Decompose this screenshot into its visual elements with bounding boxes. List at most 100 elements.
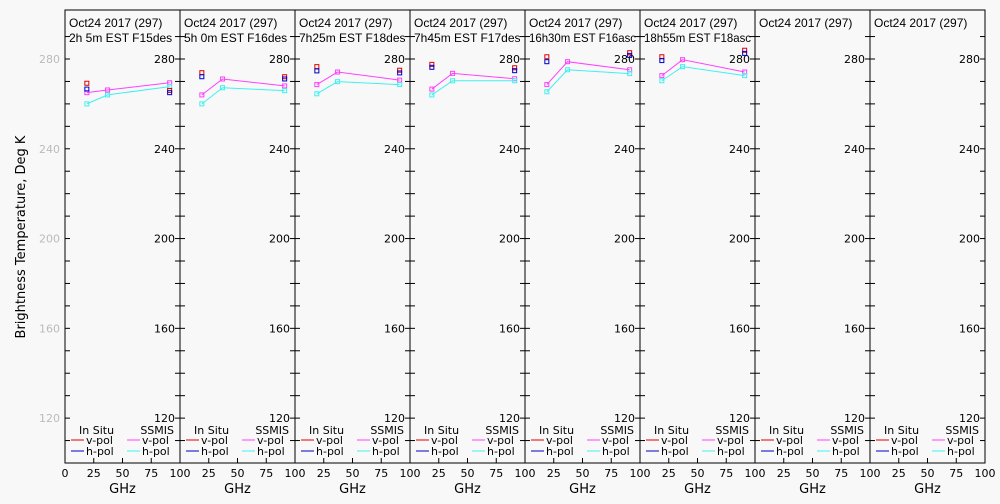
legend-label: v-pol <box>316 434 343 447</box>
ssmis-v-point <box>680 57 686 63</box>
legend-label: v-pol <box>602 434 629 447</box>
y-tick-label: 240 <box>269 143 290 156</box>
insitu-h-point <box>659 58 665 64</box>
ssmis-h-line <box>201 87 285 105</box>
ssmis-v-point <box>220 76 226 82</box>
x-tick-label: 100 <box>745 467 766 480</box>
y-tick-label: 120 <box>959 412 980 425</box>
legend-label: v-pol <box>717 434 744 447</box>
panel-8: 120 160 200 240 280 25 50 75 100 GHz Oct24 2017 (2… <box>869 9 996 497</box>
x-tick-label: 50 <box>346 467 360 480</box>
ssmis-v-line <box>201 78 285 96</box>
legend-label: v-pol <box>947 434 974 447</box>
y-tick-label-left: 160 <box>39 322 60 335</box>
y-tick-label: 200 <box>844 233 865 246</box>
y-tick-label: 160 <box>959 322 980 335</box>
insitu-h-point <box>512 68 518 74</box>
y-tick-label: 120 <box>269 412 290 425</box>
y-tick-label: 240 <box>729 143 750 156</box>
x-tick-label: 50 <box>231 467 245 480</box>
ssmis-v-line <box>661 59 745 77</box>
x-tick-label: 25 <box>547 467 561 480</box>
y-tick-label: 280 <box>614 53 635 66</box>
y-tick-label: 160 <box>729 322 750 335</box>
insitu-h-point <box>314 68 320 74</box>
legend-label: v-pol <box>891 434 918 447</box>
legend-label: h-pol <box>487 445 515 458</box>
y-tick-label-left: 240 <box>39 143 60 156</box>
ssmis-h-point <box>742 73 748 79</box>
insitu-v-point <box>397 67 403 73</box>
x-axis-label: GHz <box>914 482 941 497</box>
x-axis-label: GHz <box>684 482 711 497</box>
y-tick-label: 280 <box>384 53 405 66</box>
x-tick-label: 25 <box>892 467 906 480</box>
insitu-v-point <box>742 47 748 53</box>
legend-label: v-pol <box>832 434 859 447</box>
insitu-h-point <box>167 90 173 96</box>
legend-label: h-pol <box>201 445 229 458</box>
panel-5: 120 160 200 240 280 25 50 75 100 GHz Oct24 2017 (2… <box>524 9 651 497</box>
legend-in-situ-title: In Situ <box>769 424 804 437</box>
x-tick-label: 75 <box>604 467 618 480</box>
legend-ssmis-title: SSMIS <box>830 424 864 437</box>
legend-ssmis-title: SSMIS <box>715 424 749 437</box>
x-tick-label: 25 <box>317 467 331 480</box>
y-tick-label: 280 <box>499 53 520 66</box>
panel-title-date: Oct24 2017 (297) <box>529 16 622 30</box>
ssmis-v-point <box>659 73 665 79</box>
legend-in-situ-title: In Situ <box>884 424 919 437</box>
ssmis-h-point <box>544 89 550 95</box>
x-tick-label: 100 <box>400 467 421 480</box>
x-tick-label: 100 <box>975 467 996 480</box>
legend-label: v-pol <box>546 434 573 447</box>
ssmis-h-line <box>86 86 170 105</box>
insitu-h-point <box>199 74 205 80</box>
panel-title-date: Oct24 2017 (297) <box>644 16 737 30</box>
legend-label: v-pol <box>201 434 228 447</box>
ssmis-v-line <box>86 82 170 94</box>
ssmis-h-line <box>546 69 630 93</box>
x-tick-label: 25 <box>202 467 216 480</box>
y-tick-label: 160 <box>499 322 520 335</box>
x-tick-label: 0 <box>62 467 69 480</box>
panel-title-time: 7h45m EST F17des <box>414 31 521 45</box>
x-tick-label: 50 <box>116 467 130 480</box>
legend-ssmis-title: SSMIS <box>945 424 979 437</box>
x-tick-label: 100 <box>860 467 881 480</box>
panel-title-date: Oct24 2017 (297) <box>759 16 852 30</box>
legend-ssmis-title: SSMIS <box>600 424 634 437</box>
y-tick-label: 200 <box>614 233 635 246</box>
y-tick-label: 240 <box>614 143 635 156</box>
ssmis-v-point <box>544 82 550 88</box>
ssmis-h-point <box>84 101 90 107</box>
legend-label: h-pol <box>431 445 459 458</box>
y-tick-label: 240 <box>844 143 865 156</box>
x-axis-label: GHz <box>454 482 481 497</box>
y-tick-label: 120 <box>384 412 405 425</box>
insitu-v-point <box>429 61 435 67</box>
panel-4: 120 160 200 240 280 25 50 75 100 GHz Oct24 2017 (2… <box>409 9 536 497</box>
legend-in-situ-title: In Situ <box>194 424 229 437</box>
ssmis-v-point <box>565 59 571 65</box>
panel-title-date: Oct24 2017 (297) <box>874 16 967 30</box>
ssmis-h-point <box>627 71 633 77</box>
ssmis-v-line <box>316 71 400 86</box>
insitu-h-point <box>544 59 550 65</box>
x-axis-label: GHz <box>569 482 596 497</box>
panels: 120 120 160 160 200 200 240 240 280 280 0 25 50 75 100… <box>39 9 996 497</box>
ssmis-h-point <box>397 82 403 88</box>
ssmis-h-point <box>565 67 571 73</box>
y-tick-label: 240 <box>154 143 175 156</box>
x-tick-label: 50 <box>921 467 935 480</box>
y-tick-label: 240 <box>384 143 405 156</box>
x-tick-label: 50 <box>576 467 590 480</box>
legend-ssmis-title: SSMIS <box>370 424 404 437</box>
y-tick-label: 120 <box>154 412 175 425</box>
x-tick-label: 75 <box>489 467 503 480</box>
panel-title-date: Oct24 2017 (297) <box>299 16 392 30</box>
y-tick-label-left: 200 <box>39 233 60 246</box>
y-tick-label: 200 <box>384 233 405 246</box>
y-tick-label: 120 <box>729 412 750 425</box>
